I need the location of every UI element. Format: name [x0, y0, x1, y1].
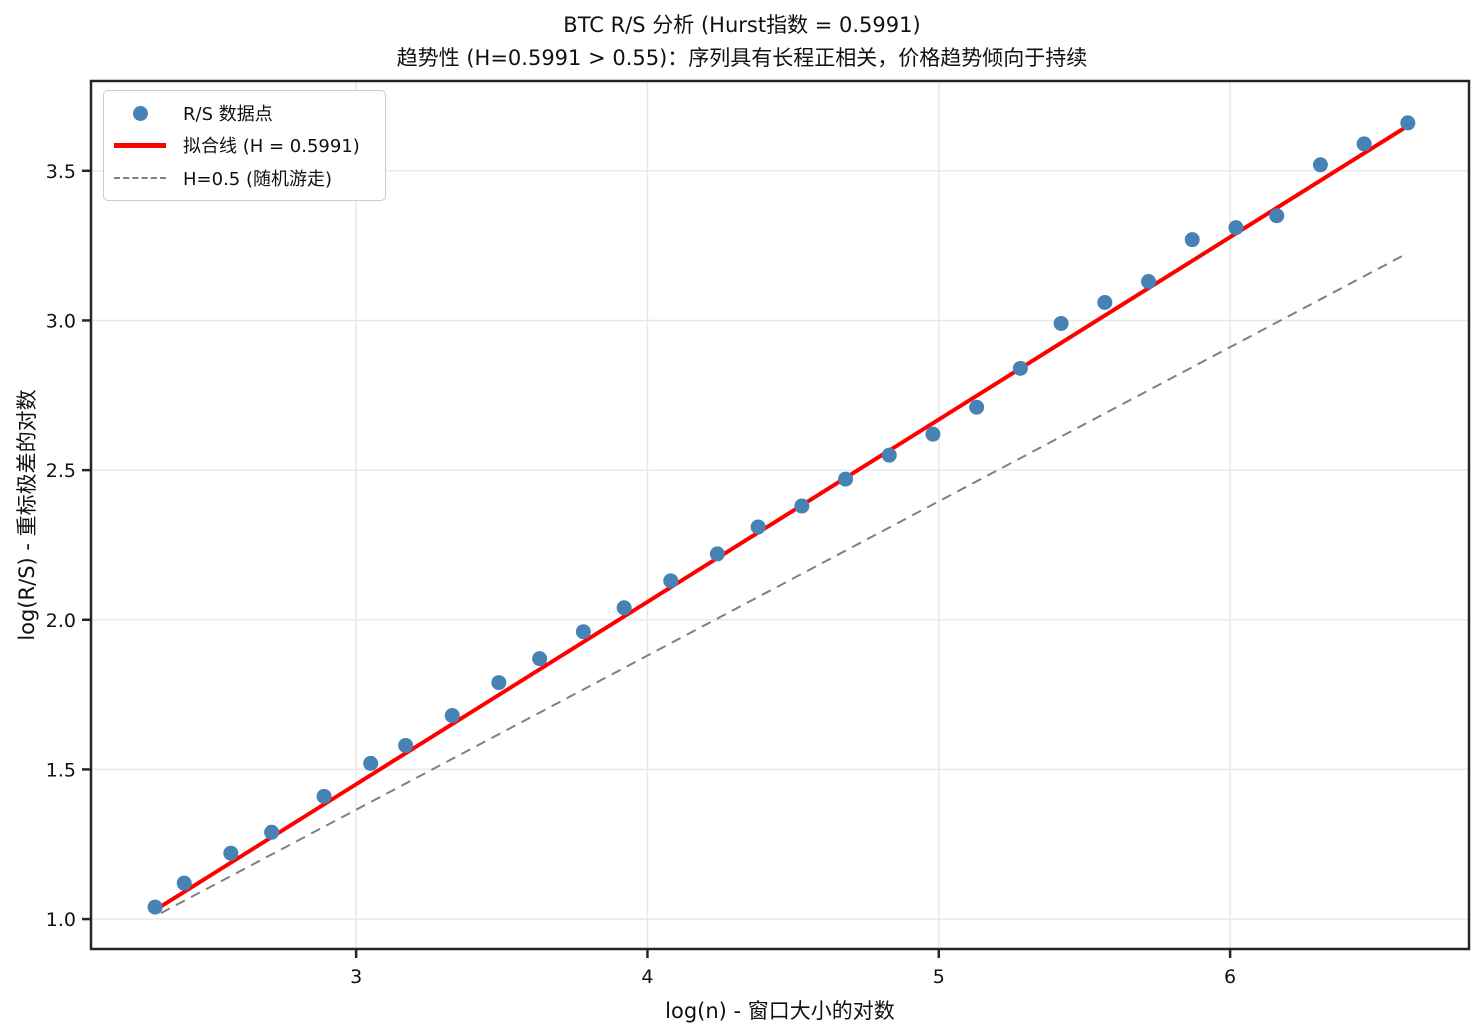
plot-border — [89, 79, 1471, 951]
rs-data-point — [491, 675, 507, 691]
rs-data-point — [398, 737, 414, 753]
legend-label: R/S 数据点 — [183, 104, 273, 126]
dot-swatch — [132, 105, 148, 121]
y-axis-label: log(R/S) - 重标极差的对数 — [15, 389, 39, 641]
rs-data-point — [316, 788, 332, 804]
line-swatch — [114, 142, 166, 148]
rs-data-point — [1053, 315, 1069, 331]
y-tick-label: 3.0 — [46, 310, 76, 332]
y-tick-label: 1.0 — [46, 909, 76, 931]
rs-data-point — [1012, 360, 1028, 376]
rs-data-point — [709, 546, 725, 562]
rs-data-point — [925, 426, 941, 442]
rs-data-point — [1097, 294, 1113, 310]
rs-data-point — [794, 498, 810, 514]
x-tick-label: 6 — [1224, 966, 1236, 988]
legend-solid-line-icon — [114, 142, 166, 148]
chart-subtitle: 趋势性 (H=0.5991 > 0.55)：序列具有长程正相关，价格趋势倾向于持… — [396, 46, 1088, 70]
rs-data-point — [1400, 115, 1416, 131]
rs-data-point — [532, 651, 548, 667]
x-tick-label: 4 — [641, 966, 653, 988]
rs-data-point — [1228, 220, 1244, 236]
rs-data-point — [147, 899, 163, 915]
legend-entry: 拟合线 (H = 0.5991) — [114, 129, 375, 161]
y-tick-label: 1.5 — [46, 759, 76, 781]
rs-data-point — [1269, 208, 1285, 224]
rs-data-point — [838, 471, 854, 487]
rs-data-point — [663, 573, 679, 589]
rs-data-point — [1356, 136, 1372, 152]
rs-data-point — [444, 708, 460, 724]
rs-data-point — [881, 447, 897, 463]
rs-data-point — [575, 624, 591, 640]
rs-data-point — [1184, 232, 1200, 248]
legend-entry: R/S 数据点 — [114, 97, 375, 129]
x-tick-label: 3 — [350, 966, 362, 988]
rs-data-point — [176, 875, 192, 891]
legend-label: H=0.5 (随机游走) — [183, 168, 333, 190]
legend-label: 拟合线 (H = 0.5991) — [183, 136, 360, 158]
y-tick-label: 2.5 — [46, 460, 76, 482]
legend-scatter-marker-icon — [114, 105, 166, 121]
rs-data-point — [969, 399, 985, 415]
rs-data-point — [1141, 274, 1157, 290]
x-tick-label: 5 — [933, 966, 945, 988]
chart-title: BTC R/S 分析 (Hurst指数 = 0.5991) — [563, 13, 921, 37]
fit-line — [153, 123, 1410, 913]
rs-data-point — [363, 755, 379, 771]
rs-data-point — [616, 600, 632, 616]
rs-data-point — [750, 519, 766, 535]
legend-box: R/S 数据点拟合线 (H = 0.5991) H=0.5 (随机游走) — [103, 90, 386, 201]
dash-swatch — [114, 176, 166, 179]
chart-title-block: BTC R/S 分析 (Hurst指数 = 0.5991) 趋势性 (H=0.5… — [0, 9, 1484, 75]
legend-dashed-line-icon — [114, 176, 166, 179]
rs-data-point — [223, 845, 239, 861]
rs-data-point — [1312, 157, 1328, 173]
x-axis-label: log(n) - 窗口大小的对数 — [665, 999, 895, 1023]
y-tick-label: 3.5 — [46, 161, 76, 183]
random-walk-line — [160, 253, 1406, 914]
legend-entry: H=0.5 (随机游走) — [114, 162, 375, 194]
y-tick-label: 2.0 — [46, 610, 76, 632]
rs-data-point — [264, 824, 280, 840]
